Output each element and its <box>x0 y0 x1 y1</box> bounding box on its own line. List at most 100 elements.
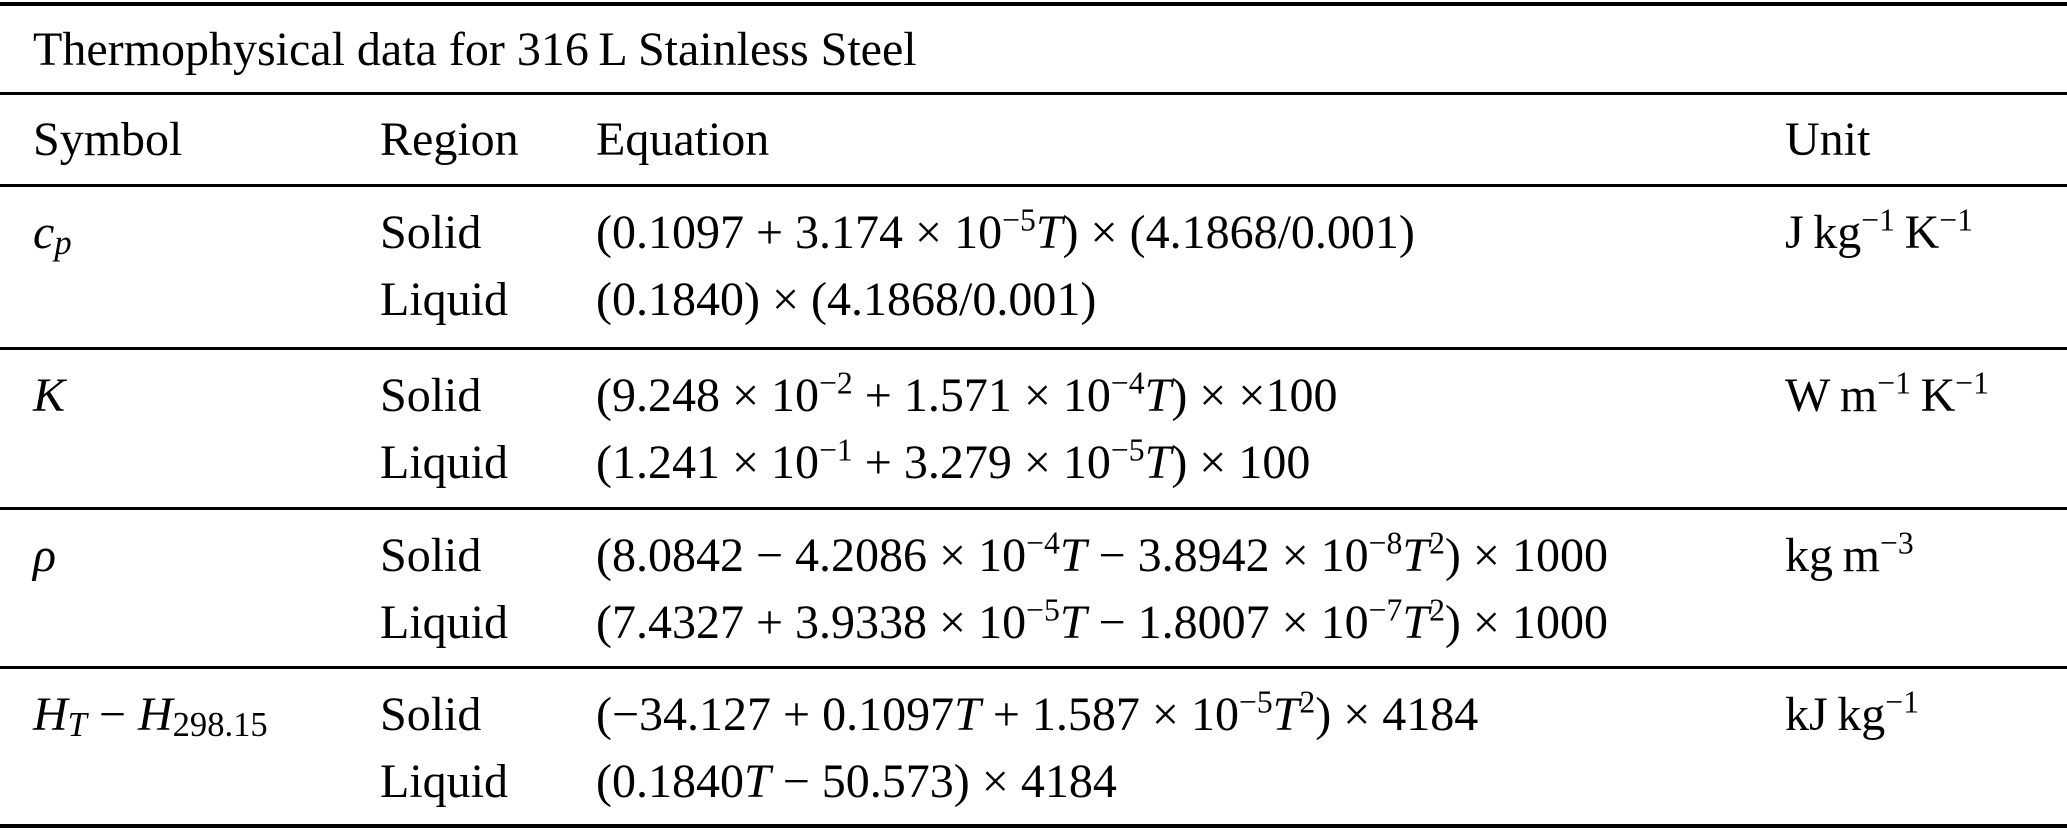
math-token: H <box>137 688 173 741</box>
column-header-equation: Equation <box>596 113 770 166</box>
unit-k: W m−1 K−1 <box>1785 362 2067 429</box>
symbol-k: K <box>33 362 380 429</box>
table-row: HT − H298.15 Solid Liquid (−34.127 + 0.1… <box>0 669 2067 824</box>
row-divider-rule <box>0 666 2067 669</box>
equation-rho-liquid: (7.4327 + 3.9338 × 10−5T − 1.8007 × 10−7… <box>596 589 1785 656</box>
math-token: −4 <box>1026 525 1060 561</box>
equation-enthalpy-liquid: (0.1840T − 50.573) × 4184 <box>596 748 1785 815</box>
math-token: (0.1840) × (4.1868/0.001) <box>596 273 1097 326</box>
region-label: Solid <box>380 688 482 741</box>
math-token: T <box>67 706 87 745</box>
math-token: 298.15 <box>172 706 268 745</box>
title-divider-rule <box>0 92 2067 95</box>
table-title: Thermophysical data for 316 L Stainless … <box>33 22 917 76</box>
math-token: −4 <box>1110 365 1145 401</box>
unit-cp: J kg−1 K−1 <box>1785 199 2067 266</box>
math-token: kg m <box>1785 529 1880 582</box>
math-token: −5 <box>1238 684 1273 720</box>
math-token: (1.241 × 10 <box>596 436 820 489</box>
math-token: ) × 1000 <box>1444 529 1608 582</box>
math-token: −5 <box>1002 202 1036 238</box>
equation-cp-liquid: (0.1840) × (4.1868/0.001) <box>596 266 1785 333</box>
math-token: − 1.8007 × 10 <box>1086 596 1369 649</box>
math-token: −1 <box>1885 684 1919 720</box>
math-token: T <box>1144 369 1172 422</box>
equation-enthalpy-solid: (−34.127 + 0.1097T + 1.587 × 10−5T2) × 4… <box>596 681 1785 748</box>
region-label: Solid <box>380 206 482 259</box>
math-token: −7 <box>1368 592 1403 628</box>
math-token: T <box>1272 688 1300 741</box>
math-token: 2 <box>1299 684 1316 720</box>
math-token: T <box>1402 529 1430 582</box>
math-token: H <box>33 688 68 741</box>
math-token: 2 <box>1429 592 1445 628</box>
math-token: c <box>33 206 55 259</box>
math-token: K <box>1910 369 1956 422</box>
math-token: −3 <box>1879 525 1914 561</box>
symbol-rho: ρ <box>33 522 380 589</box>
equation-k-solid: (9.248 × 10−2 + 1.571 × 10−4T) × ×100 <box>596 362 1785 429</box>
math-token: − 3.8942 × 10 <box>1086 529 1369 582</box>
math-token: −5 <box>1026 592 1060 628</box>
table-row: cp Solid Liquid (0.1097 + 3.174 × 10−5T)… <box>0 187 2067 347</box>
math-token: ) × 1000 <box>1444 596 1608 649</box>
unit-rho: kg m−3 <box>1785 522 2067 589</box>
math-token: p <box>54 224 72 263</box>
math-token: − 50.573) × 4184 <box>770 755 1117 808</box>
math-token: J kg <box>1785 206 1862 259</box>
math-token: −1 <box>1877 365 1911 401</box>
table-row: K Solid Liquid (9.248 × 10−2 + 1.571 × 1… <box>0 350 2067 507</box>
math-token: T <box>1035 206 1063 259</box>
math-token: (0.1097 + 3.174 × 10 <box>596 206 1003 259</box>
math-token: + 1.571 × 10 <box>852 369 1111 422</box>
column-header-region: Region <box>380 113 519 166</box>
region-label: Liquid <box>380 436 508 489</box>
unit-enthalpy: kJ kg−1 <box>1785 681 2067 748</box>
math-token: kJ kg <box>1785 688 1886 741</box>
math-token: ) × (4.1868/0.001) <box>1062 206 1415 259</box>
row-divider-rule <box>0 347 2067 350</box>
math-token: T <box>743 755 771 808</box>
math-token: ρ <box>33 529 57 582</box>
region-label: Liquid <box>380 273 508 326</box>
math-token: −8 <box>1368 525 1403 561</box>
math-token: T <box>954 688 981 741</box>
header-divider-rule <box>0 184 2067 187</box>
math-token: (9.248 × 10 <box>596 369 820 422</box>
math-token: −1 <box>1861 202 1895 238</box>
equation-cp-solid: (0.1097 + 3.174 × 10−5T) × (4.1868/0.001… <box>596 199 1785 266</box>
math-token: T <box>1059 596 1087 649</box>
math-token: ) × ×100 <box>1171 369 1338 422</box>
table-row: ρ Solid Liquid (8.0842 − 4.2086 × 10−4T … <box>0 510 2067 666</box>
math-token: −1 <box>1955 365 1989 401</box>
math-token: T <box>1144 436 1172 489</box>
math-token: −2 <box>819 365 853 401</box>
math-token: W m <box>1785 369 1878 422</box>
table-header-row: Symbol Region Equation Unit <box>0 95 2067 184</box>
table-title-row: Thermophysical data for 316 L Stainless … <box>0 6 2067 92</box>
math-token: −1 <box>819 432 853 468</box>
symbol-cp: cp <box>33 199 380 266</box>
math-token: −5 <box>1110 432 1145 468</box>
math-token: ) × 100 <box>1171 436 1311 489</box>
region-label: Liquid <box>380 755 508 808</box>
region-label: Solid <box>380 369 482 422</box>
math-token: + 3.279 × 10 <box>852 436 1111 489</box>
equation-rho-solid: (8.0842 − 4.2086 × 10−4T − 3.8942 × 10−8… <box>596 522 1785 589</box>
equation-k-liquid: (1.241 × 10−1 + 3.279 × 10−5T) × 100 <box>596 429 1785 496</box>
symbol-enthalpy: HT − H298.15 <box>33 681 380 748</box>
column-header-unit: Unit <box>1785 113 1871 166</box>
math-token: −1 <box>1939 202 1973 238</box>
math-token: (8.0842 − 4.2086 × 10 <box>596 529 1027 582</box>
math-token: T <box>1059 529 1087 582</box>
math-token: K <box>33 369 66 422</box>
math-token: (7.4327 + 3.9338 × 10 <box>596 596 1027 649</box>
math-token: 2 <box>1429 525 1445 561</box>
math-token: (−34.127 + 0.1097 <box>596 688 955 741</box>
row-divider-rule <box>0 507 2067 510</box>
math-token: + 1.587 × 10 <box>980 688 1239 741</box>
table-bottom-rule <box>0 824 2067 828</box>
math-token: T <box>1402 596 1430 649</box>
math-token: (0.1840 <box>596 755 744 808</box>
